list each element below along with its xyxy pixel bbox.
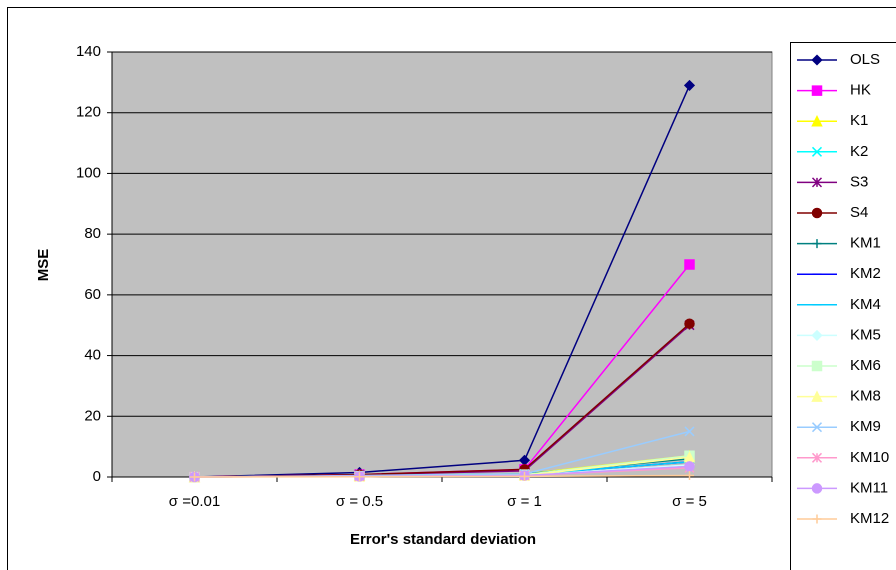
- legend-marker: [811, 329, 823, 341]
- x-tick-label: σ = 5: [672, 493, 707, 510]
- legend-box: [790, 42, 896, 570]
- legend-marker: [812, 239, 822, 249]
- data-point: [684, 259, 695, 270]
- legend-label: K1: [850, 112, 868, 129]
- data-point: [685, 470, 694, 480]
- y-tick-label: 0: [93, 468, 101, 485]
- series-line: [194, 474, 690, 478]
- legend-label: KM1: [850, 235, 881, 252]
- y-tick-label: 100: [76, 164, 101, 181]
- data-point: [190, 472, 199, 482]
- legend-marker: [811, 54, 823, 66]
- legend-label: OLS: [850, 51, 880, 68]
- legend-marker: [811, 177, 823, 188]
- series-line: [194, 85, 691, 478]
- y-tick-label: 20: [84, 407, 101, 424]
- data-point: [355, 472, 364, 482]
- legend-label: KM2: [850, 265, 881, 282]
- legend-marker: [811, 360, 823, 372]
- x-tick-label: σ = 0.5: [336, 493, 383, 510]
- x-tick-label: σ =0.01: [169, 493, 220, 510]
- legend-marker: [811, 452, 823, 463]
- legend-marker: [811, 390, 823, 402]
- legend-label: S4: [850, 204, 868, 221]
- data-point: [683, 79, 696, 91]
- data-point: [684, 461, 695, 472]
- legend-label: HK: [850, 82, 871, 99]
- data-point: [520, 471, 529, 481]
- y-axis-title: MSE: [35, 249, 52, 282]
- y-tick-label: 60: [84, 286, 101, 303]
- legend-label: KM4: [850, 296, 881, 313]
- y-tick-label: 120: [76, 104, 101, 121]
- legend-marker: [811, 85, 823, 96]
- legend-label: KM5: [850, 326, 881, 343]
- legend-marker: [811, 422, 823, 433]
- legend-label: S3: [850, 173, 868, 190]
- legend-marker: [812, 514, 822, 524]
- legend-marker: [811, 115, 823, 127]
- legend-label: KM11: [850, 479, 888, 496]
- data-point: [684, 318, 695, 329]
- plot-area: [111, 51, 773, 478]
- legend-label: KM9: [850, 418, 881, 435]
- legend-marker: [811, 207, 823, 219]
- legend-label: KM12: [850, 510, 889, 527]
- x-tick-label: σ = 1: [507, 493, 542, 510]
- y-tick-label: 40: [84, 347, 101, 364]
- legend-marker: [811, 483, 823, 494]
- legend-label: KM6: [850, 357, 881, 374]
- y-tick-label: 80: [84, 225, 101, 242]
- legend-marker: [811, 146, 823, 157]
- legend-label: K2: [850, 143, 868, 160]
- legend-label: KM8: [850, 388, 881, 405]
- legend-label: KM10: [850, 449, 889, 466]
- x-axis-title: Error's standard deviation: [350, 531, 536, 548]
- y-tick-label: 140: [76, 43, 101, 60]
- data-point: [684, 426, 695, 437]
